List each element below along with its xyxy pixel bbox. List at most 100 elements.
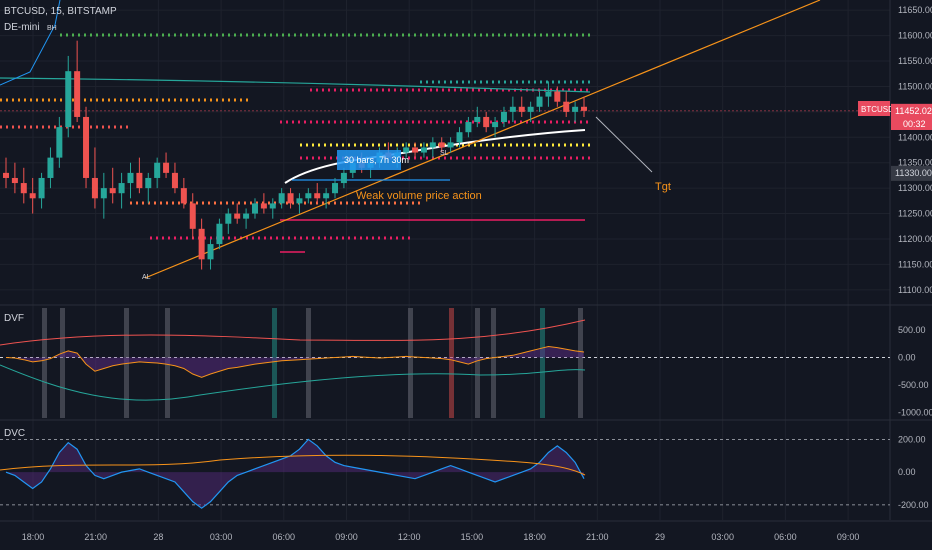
candle-body <box>527 106 534 112</box>
dvf-signal-bar <box>491 308 496 418</box>
grid-lines <box>0 0 890 520</box>
dvf-signal-bar <box>449 308 454 418</box>
countdown-badge-bg <box>891 116 932 130</box>
candle-body <box>109 188 116 194</box>
price-tick-label: 11150.00 <box>898 259 932 269</box>
target-label: Tgt <box>655 181 671 193</box>
price-tick-label: 11400.00 <box>898 132 932 142</box>
candle-body <box>38 177 45 199</box>
dvc-pane <box>0 438 890 509</box>
candle-body <box>492 122 499 128</box>
candle-body <box>243 213 250 219</box>
candle-body <box>403 147 410 153</box>
candle-body <box>11 177 18 184</box>
symbol-badge-bg <box>858 101 890 116</box>
candle-body <box>314 193 321 199</box>
symbol-title: BTCUSD, 15, BITSTAMP <box>4 6 117 17</box>
dvf-signal-bar <box>60 308 65 418</box>
price-badge-bg <box>891 103 932 119</box>
indicator-title: DE-mini <box>4 22 40 33</box>
crosshair-badge: 11330.00 <box>895 168 932 178</box>
time-tick-label: 09:00 <box>837 532 860 542</box>
candle-body <box>234 213 241 219</box>
candle-body <box>554 91 561 102</box>
candle-body <box>225 213 232 224</box>
bars-measure-box[interactable] <box>337 150 401 170</box>
candle-body <box>189 203 196 229</box>
time-tick-label: 03:00 <box>210 532 233 542</box>
marker-sl: SL <box>440 150 449 157</box>
dvf-signal-bar <box>42 308 47 418</box>
candle-body <box>260 203 267 209</box>
price-tick-label: 11600.00 <box>898 31 932 41</box>
time-tick-label: 06:00 <box>273 532 296 542</box>
weak-volume-label: Weak volume price action <box>356 190 482 202</box>
fast-ma-line <box>0 0 61 86</box>
candle-body <box>100 188 107 199</box>
time-axis[interactable]: 18:00 21:00 28 03:00 06:00 09:00 12:00 15:00 18:… <box>22 532 860 542</box>
target-line <box>595 116 653 173</box>
dvf-area <box>6 346 584 378</box>
dvf-signal-bar <box>475 308 480 418</box>
time-tick-label: 15:00 <box>461 532 484 542</box>
dvf-upper-band <box>0 319 586 346</box>
candle-body <box>536 96 543 107</box>
dvc-line <box>5 438 585 509</box>
candle-body <box>474 116 481 123</box>
dvf-tick-label: 500.00 <box>898 325 926 335</box>
candle-body <box>438 142 445 148</box>
dvc-tick-label: -200.00 <box>898 500 929 510</box>
dvf-tick-label: -1000.00 <box>898 408 932 418</box>
candle-body <box>412 147 419 153</box>
time-tick-label: 29 <box>655 532 665 542</box>
candle-body <box>56 127 63 158</box>
dvf-pane <box>0 308 890 418</box>
dvc-signal-line <box>0 454 586 476</box>
price-tick-label: 11650.00 <box>898 5 932 15</box>
candle-body <box>500 111 507 123</box>
dvc-title: DVC <box>4 428 25 439</box>
candle-body <box>518 106 525 112</box>
dvf-signal-bar <box>306 308 311 418</box>
candle-body <box>323 193 330 199</box>
marker-bh: BH <box>47 25 57 32</box>
candle-body <box>145 177 152 189</box>
dvf-tick-label: 0.00 <box>898 353 916 363</box>
candle-body <box>545 91 552 97</box>
dvf-tick-label: -500.00 <box>898 380 929 390</box>
candle-body <box>136 172 143 189</box>
dvf-line <box>5 345 585 378</box>
dvc-axis[interactable]: 200.00 0.00 -200.00 <box>898 434 929 510</box>
price-tick-label: 11200.00 <box>898 234 932 244</box>
candle-body <box>118 183 125 194</box>
candle-body <box>171 172 178 189</box>
dvf-signal-bar <box>578 308 583 418</box>
candle-body <box>251 203 258 214</box>
symbol-badge: BTCUSD <box>861 105 894 114</box>
price-overlays <box>0 0 890 279</box>
price-tick-label: 11300.00 <box>898 183 932 193</box>
candle-body <box>572 106 579 112</box>
dvf-lower-band <box>0 364 586 401</box>
candle-body <box>29 193 36 199</box>
time-tick-label: 06:00 <box>774 532 797 542</box>
dvf-title: DVF <box>4 313 24 324</box>
price-tick-label: 11100.00 <box>898 285 932 295</box>
candle-body <box>447 142 454 148</box>
candle-body <box>420 147 427 153</box>
trend-line <box>144 0 821 279</box>
marker-al: AL <box>142 274 151 281</box>
white-ema-line <box>284 129 586 184</box>
candle-body <box>3 172 9 178</box>
candle-body <box>287 193 294 204</box>
dvc-tick-label: 0.00 <box>898 467 916 477</box>
dvf-axis[interactable]: 500.00 0.00 -500.00 -1000.00 <box>898 325 932 418</box>
time-tick-label: 18:00 <box>22 532 45 542</box>
candle-body <box>581 106 587 111</box>
candle-body <box>269 203 276 209</box>
candle-body <box>483 116 490 128</box>
candles-layer <box>3 40 587 270</box>
candle-body <box>278 193 285 204</box>
